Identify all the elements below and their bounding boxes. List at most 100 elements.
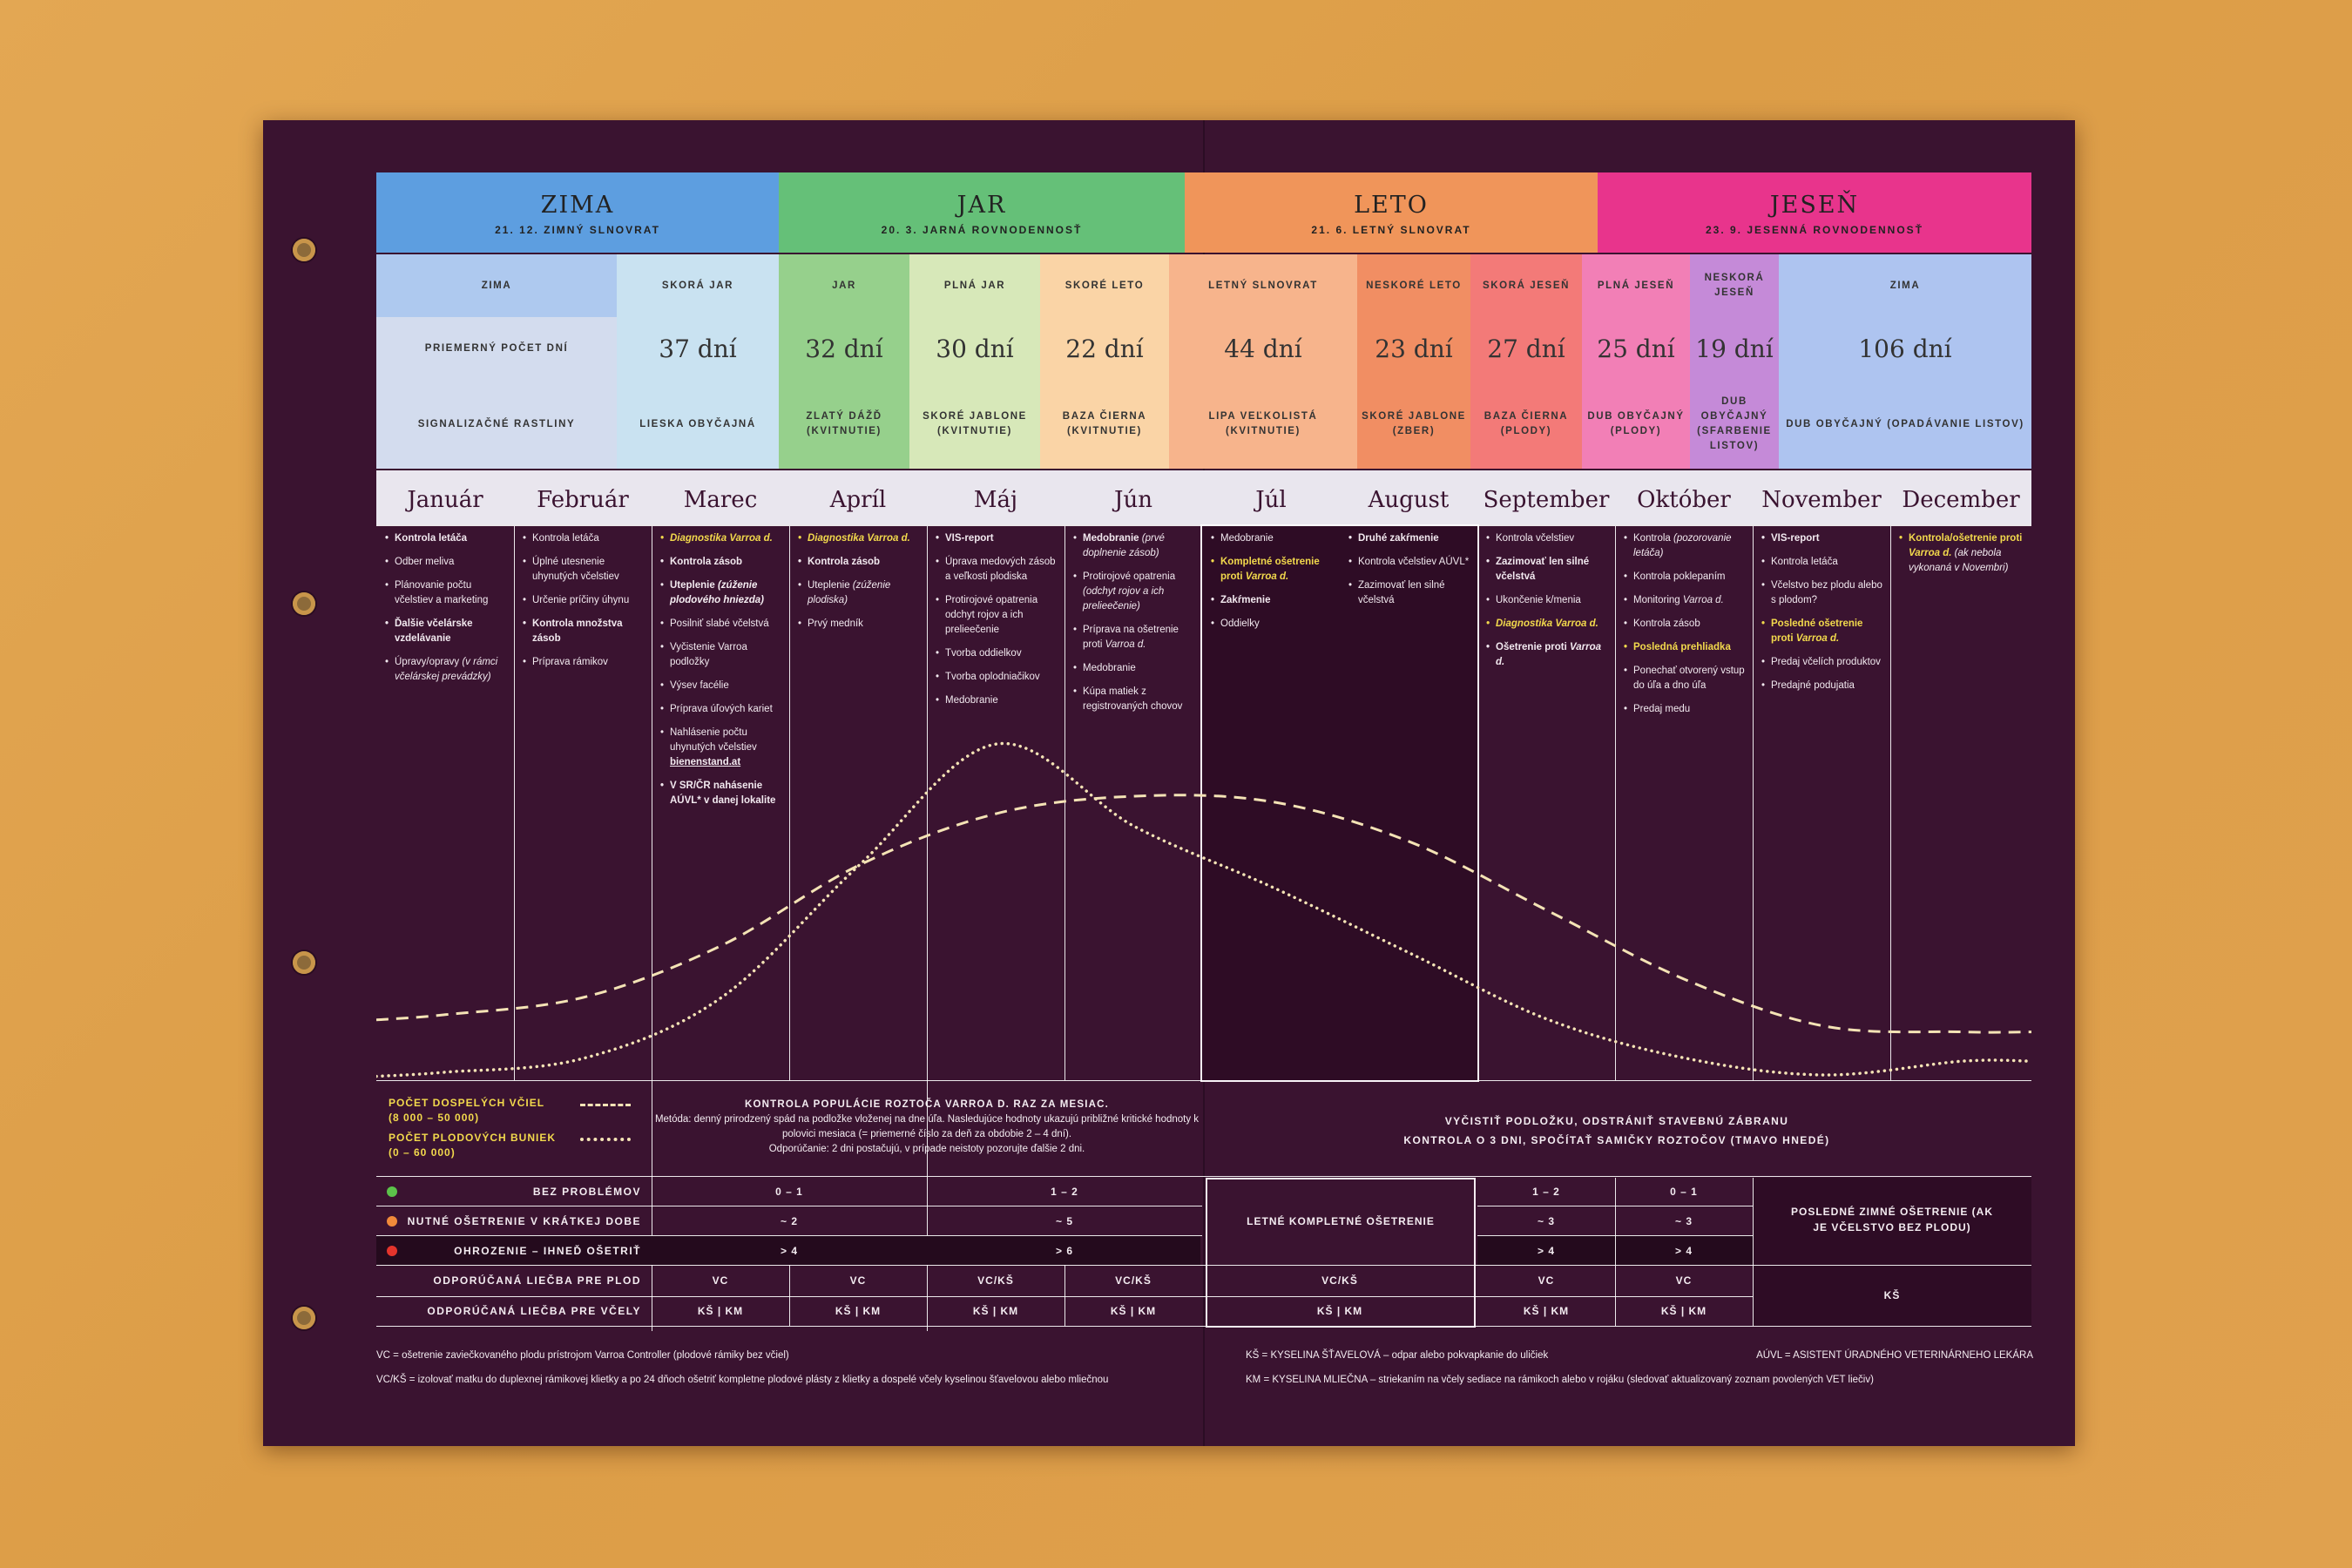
phen-name: JAR	[779, 254, 909, 317]
status-red-dot	[387, 1246, 397, 1256]
phen-days: 19 dní	[1690, 317, 1779, 380]
footnote-km: KM = KYSELINA MLIEČNA – striekaním na vč…	[1246, 1375, 1874, 1385]
phen-days: 23 dní	[1357, 317, 1470, 380]
grid-line	[514, 526, 515, 1080]
activities-aug: Druhé zakŕmenieKontrola včelstiev AÚVL*Z…	[1342, 531, 1477, 617]
legend-brood-label: POČET PLODOVÝCH BUNIEK	[389, 1132, 557, 1144]
phen-name: SKORÁ JAR	[617, 254, 779, 317]
value-cell: > 4	[780, 1245, 798, 1257]
phen-plant: LIESKA OBYČAJNÁ	[617, 380, 779, 469]
month-jun: Jún	[1114, 487, 1152, 513]
phen-days: 32 dní	[779, 317, 909, 380]
value-cell: > 6	[1055, 1245, 1073, 1257]
month-band	[376, 470, 2031, 524]
activities-jul: MedobranieKompletné ošetrenie proti Varr…	[1204, 531, 1340, 640]
phen-name: NESKORÁ JESEŇ	[1690, 254, 1779, 317]
phen-plant: DUB OBYČAJNÝ (PLODY)	[1582, 380, 1690, 469]
value-cell: 0 – 1	[775, 1186, 803, 1198]
phen-name: NESKORÉ LETO	[1357, 254, 1470, 317]
value-cell: KŠ | KM	[1110, 1305, 1157, 1317]
grid-line	[376, 1326, 2031, 1327]
status-orange-dot	[387, 1216, 397, 1227]
danger-row-bg	[376, 1235, 1200, 1265]
status-ok-label: BEZ PROBLÉMOV	[532, 1186, 641, 1198]
season-date: 21. 12. ZIMNÝ SLNOVRAT	[495, 224, 660, 236]
month-oct: Október	[1637, 487, 1731, 513]
summer-box	[1206, 1178, 1476, 1328]
season-title: ZIMA	[540, 192, 615, 219]
grid-line	[376, 1265, 2031, 1266]
grid-line	[1615, 1178, 1616, 1326]
grid-line	[1753, 1178, 1754, 1326]
phen-plant: DUB OBYČAJNÝ (OPADÁVANIE LISTOV)	[1779, 380, 2031, 469]
value-cell: KŠ | KM	[697, 1305, 744, 1317]
month-jan: Január	[407, 487, 483, 513]
activities-feb: Kontrola letáčaÚplné utesnenie uhynutých…	[516, 531, 652, 679]
punch-hole	[293, 239, 315, 261]
activities-sep: Kontrola včelstievZazimovať len silné vč…	[1479, 531, 1615, 679]
value-cell: > 4	[1537, 1245, 1555, 1257]
phen-plant: SKORÉ JABLONE (KVITNUTIE)	[909, 380, 1040, 469]
grid-line	[376, 1235, 1202, 1236]
series-line-brood-cells	[376, 741, 2031, 1078]
grid-line	[789, 1265, 790, 1326]
value-cell: 1 – 2	[1051, 1186, 1078, 1198]
activities-dec: Kontrola/ošetrenie proti Varroa d. (ak n…	[1892, 531, 2030, 585]
punch-hole	[293, 1307, 315, 1329]
status-danger-label: OHROZENIE – IHNEĎ OŠETRIŤ	[454, 1245, 641, 1257]
activities-jun: Medobranie (prvé doplnenie zásob)Protiro…	[1066, 531, 1202, 723]
grid-line	[927, 526, 928, 1331]
value-cell: KŠ | KM	[1523, 1305, 1570, 1317]
value-cell: VC	[712, 1274, 729, 1287]
footnote-ks: KŠ = KYSELINA ŠŤAVELOVÁ – odpar alebo po…	[1246, 1350, 1549, 1361]
series-line-adult-bees	[376, 794, 2031, 1034]
month-feb: Február	[537, 487, 629, 513]
season-jesen: JESEŇ 23. 9. JESENNÁ ROVNODENNOSŤ	[1598, 172, 2031, 253]
activities-oct: Kontrola (pozorovanie letáča)Kontrola po…	[1617, 531, 1753, 726]
phen-days: 37 dní	[617, 317, 779, 380]
season-title: JESEŇ	[1769, 192, 1860, 219]
phen-days: 27 dní	[1470, 317, 1582, 380]
grid-line	[1615, 526, 1616, 1080]
control-right-line1: VYČISTIŤ PODLOŽKU, ODSTRÁNIŤ STAVEBNÚ ZÁ…	[1444, 1115, 1789, 1127]
grid-line	[376, 524, 2031, 526]
activities-may: VIS-reportÚprava medových zásob a veľkos…	[929, 531, 1064, 717]
month-may: Máj	[973, 487, 1018, 513]
value-cell: ~ 3	[1537, 1215, 1555, 1227]
value-cell: KŠ | KM	[1660, 1305, 1707, 1317]
value-cell: VC	[1675, 1274, 1693, 1287]
control-method: Metóda: denný prirodzený spád na podložk…	[654, 1114, 1200, 1139]
phen-name: LETNÝ SLNOVRAT	[1169, 254, 1357, 317]
grid-line	[1064, 1265, 1065, 1326]
phen-plant: BAZA ČIERNA (KVITNUTIE)	[1040, 380, 1169, 469]
winter-treatment-value: KŠ	[1883, 1289, 1901, 1301]
grid-line	[1753, 526, 1754, 1080]
value-cell: 0 – 1	[1670, 1186, 1698, 1198]
row-label-days: PRIEMERNÝ POČET DNÍ	[376, 317, 617, 380]
punch-hole	[293, 592, 315, 615]
phen-name: ZIMA	[1779, 254, 2031, 317]
grid-line	[1064, 526, 1065, 1080]
population-chart	[376, 741, 2031, 1078]
winter-treatment-label: POSLEDNÉ ZIMNÉ OŠETRENIE (AK JE VČELSTVO…	[1790, 1206, 1994, 1233]
value-cell: KŠ | KM	[835, 1305, 882, 1317]
control-recommendation: Odporúčanie: 2 dni postačujú, v prípade …	[768, 1144, 1085, 1154]
grid-line	[1753, 1265, 2031, 1266]
footnote-auvl: AÚVL = ASISTENT ÚRADNÉHO VETERINÁRNEHO L…	[1756, 1350, 2033, 1361]
activities-jan: Kontrola letáčaOdber melivaPlánovanie po…	[378, 531, 514, 693]
month-nov: November	[1761, 487, 1882, 513]
activities-nov: VIS-reportKontrola letáčaVčelstvo bez pl…	[1754, 531, 1890, 702]
value-cell: KŠ | KM	[1316, 1305, 1363, 1317]
phen-zima: ZIMA	[376, 254, 617, 317]
grid-line	[376, 1080, 2031, 1081]
phen-plant: BAZA ČIERNA (PLODY)	[1470, 380, 1582, 469]
month-jul: Júl	[1255, 487, 1287, 513]
season-date: 23. 9. JESENNÁ ROVNODENNOSŤ	[1705, 224, 1924, 236]
value-cell: VC/KŠ	[1321, 1274, 1358, 1287]
footnote-vc: VC = ošetrenie zaviečkovaného plodu prís…	[376, 1350, 789, 1361]
phen-days: 22 dní	[1040, 317, 1169, 380]
month-dec: December	[1902, 487, 2020, 513]
phen-days: 25 dní	[1582, 317, 1690, 380]
control-title: KONTROLA POPULÁCIE ROZTOČA VARROA D. RAZ…	[744, 1099, 1110, 1110]
phen-name: PLNÁ JESEŇ	[1582, 254, 1690, 317]
